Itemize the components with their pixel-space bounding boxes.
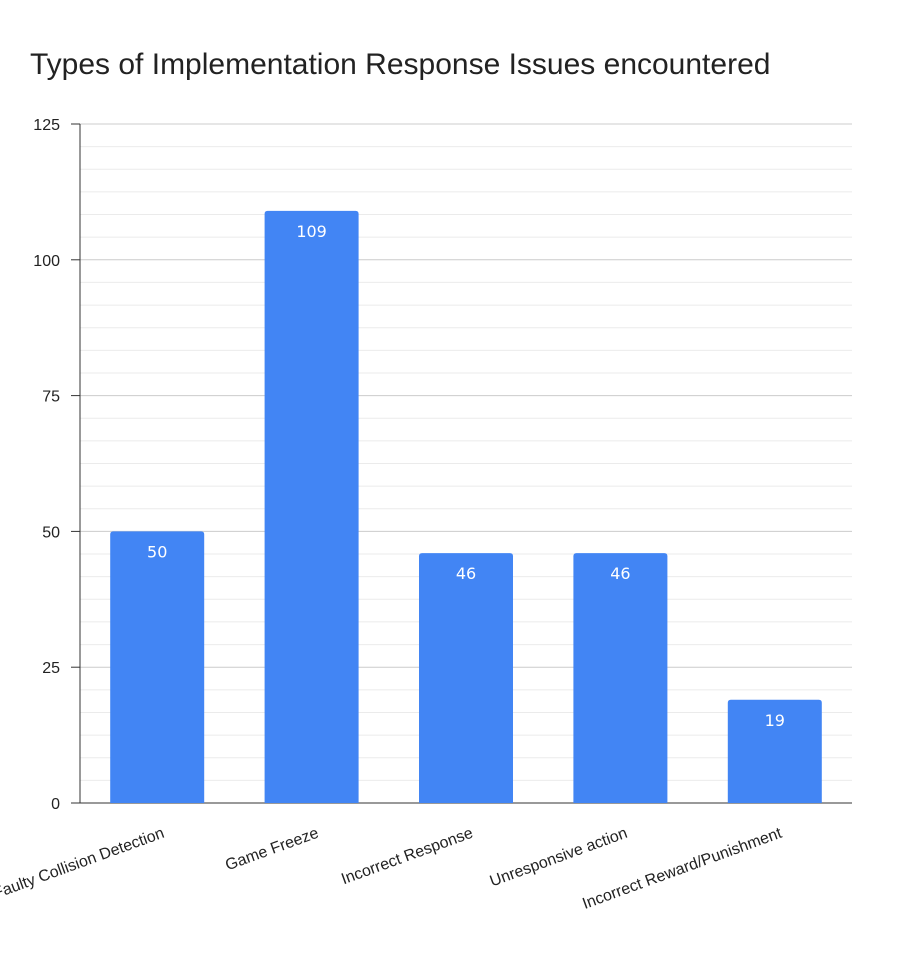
x-tick-label: Game Freeze (223, 825, 321, 874)
bar (264, 210, 359, 804)
bar (110, 531, 205, 803)
y-tick-label: 100 (33, 253, 60, 270)
y-tick-label: 0 (51, 796, 60, 813)
data-label: 19 (765, 711, 785, 730)
x-tick-label: Unresponsive action (488, 825, 630, 891)
chart-title: Types of Implementation Response Issues … (30, 48, 771, 81)
y-tick-label: 50 (42, 524, 60, 541)
data-label: 46 (610, 564, 630, 583)
data-label: 50 (147, 542, 167, 561)
y-tick-label: 25 (42, 660, 60, 677)
y-tick-label: 75 (42, 389, 60, 406)
data-label: 109 (296, 222, 327, 241)
data-label: 46 (456, 564, 476, 583)
y-tick-label: 125 (33, 117, 60, 134)
x-tick-label: Incorrect Response (339, 825, 475, 888)
bar (573, 553, 668, 803)
bar (727, 699, 822, 803)
bar (419, 553, 513, 803)
x-tick-label: Faulty Collision Detection (0, 825, 167, 903)
bars (110, 210, 822, 804)
